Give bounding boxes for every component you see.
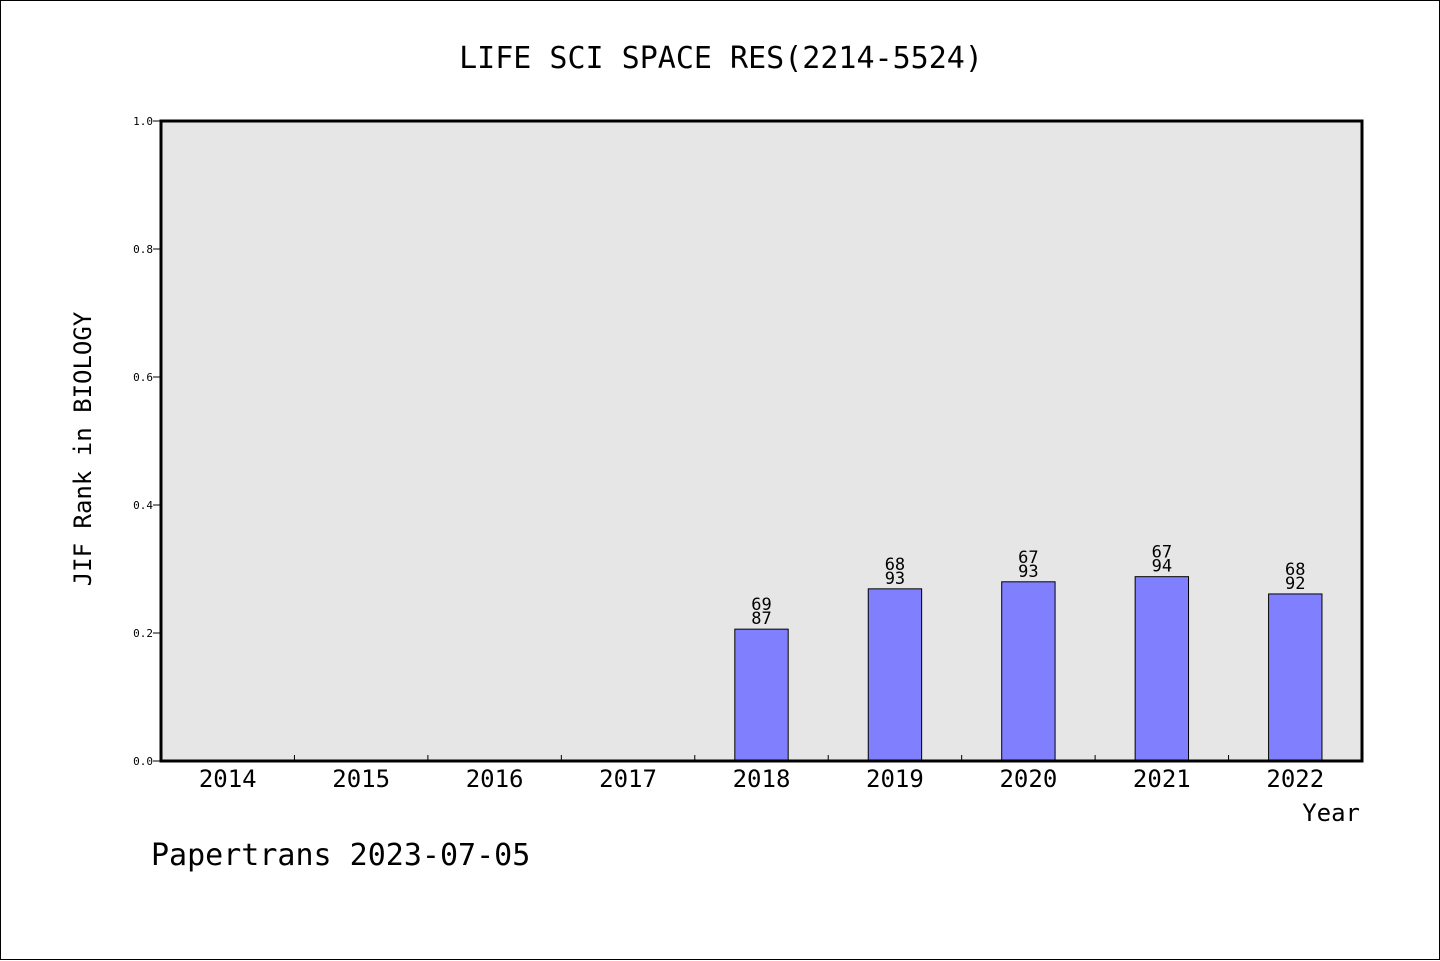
x-tick-label: 2014 <box>199 765 257 793</box>
x-tick-label: 2020 <box>999 765 1057 793</box>
x-tick-label: 2021 <box>1133 765 1191 793</box>
bar-label-rank: 69 <box>751 595 771 615</box>
bar-2018 <box>734 628 789 762</box>
bar-label-rank: 68 <box>885 555 905 575</box>
y-axis-ticks: 0.0 0.2 0.4 0.6 0.8 1.0 <box>133 115 161 768</box>
bar-2019 <box>867 588 923 762</box>
y-tick-label: 0.6 <box>133 371 153 384</box>
y-axis-label: JIF Rank in BIOLOGY <box>69 311 97 586</box>
chart-title: LIFE SCI SPACE RES(2214-5524) <box>459 41 983 76</box>
x-tick-label: 2015 <box>332 765 390 793</box>
bar-label-total: 87 <box>751 609 771 629</box>
y-tick-label: 0.4 <box>133 499 153 512</box>
bar-label-total: 93 <box>1018 562 1038 582</box>
bar-2020 <box>1001 581 1056 762</box>
x-tick-label: 2018 <box>733 765 791 793</box>
bar-label-rank: 68 <box>1285 560 1305 580</box>
bar-2022 <box>1268 593 1323 762</box>
x-tick-label: 2022 <box>1266 765 1324 793</box>
y-tick-label: 1.0 <box>133 115 153 128</box>
x-axis-ticks: 2014 2015 2016 2017 2018 2019 2020 2021 2022 <box>199 755 1324 793</box>
plot-border <box>159 119 1364 763</box>
y-tick-label: 0.0 <box>133 755 153 768</box>
x-axis-label: Year <box>1302 799 1360 827</box>
bar-label-total: 92 <box>1285 574 1305 594</box>
y-tick-label: 0.8 <box>133 243 153 256</box>
x-tick-label: 2019 <box>866 765 924 793</box>
y-tick-label: 0.2 <box>133 627 153 640</box>
x-tick-label: 2016 <box>466 765 524 793</box>
x-tick-label: 2017 <box>599 765 657 793</box>
footer-credit: Papertrans 2023-07-05 <box>151 838 530 873</box>
bar-2021 <box>1134 576 1190 762</box>
bar-label-total: 94 <box>1152 557 1172 577</box>
bar-label-total: 93 <box>885 569 905 589</box>
bar-label-rank: 67 <box>1018 548 1038 568</box>
bar-label-rank: 67 <box>1152 543 1172 563</box>
bar-series <box>734 576 1323 762</box>
